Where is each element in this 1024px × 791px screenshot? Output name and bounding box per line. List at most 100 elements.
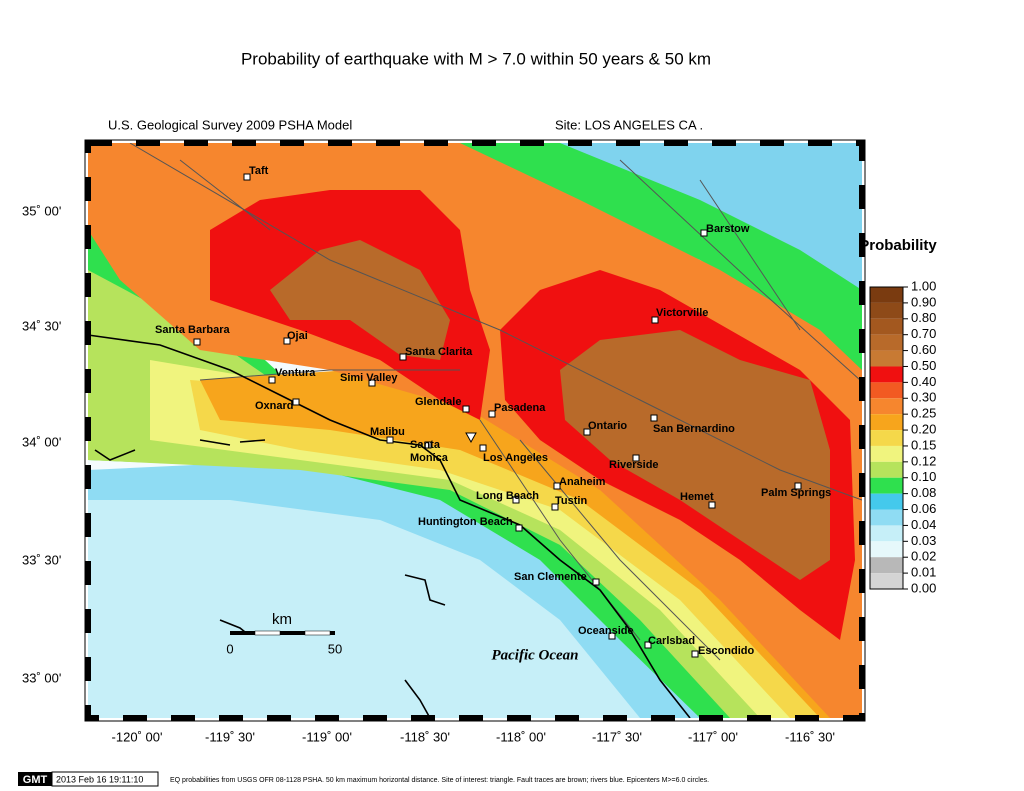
city-marker	[243, 173, 251, 181]
city-label: Palm Springs	[761, 487, 831, 499]
city-label: Tustin	[555, 495, 587, 507]
city-label: Taft	[249, 165, 269, 177]
site-marker	[465, 432, 477, 444]
lon-label: -119˚ 00'	[302, 729, 352, 744]
colorbar-label: 0.04	[911, 517, 936, 532]
lat-label: 33˚ 30'	[22, 552, 61, 567]
colorbar-label: 0.25	[911, 406, 936, 421]
colorbar-swatch	[870, 445, 903, 462]
colorbar-label: 0.10	[911, 469, 936, 484]
title: Probability of earthquake with M > 7.0 w…	[241, 49, 711, 68]
colorbar-swatch	[870, 382, 903, 399]
city-label: Oxnard	[255, 400, 294, 412]
scale-tick: 50	[328, 641, 342, 656]
city-label: Long Beach	[476, 490, 539, 502]
colorbar-swatch	[870, 398, 903, 415]
lat-label: 34˚ 00'	[22, 434, 61, 449]
colorbar-swatch	[870, 430, 903, 446]
colorbar-label: 0.02	[911, 549, 936, 564]
city-marker	[650, 414, 658, 422]
city-marker	[700, 229, 708, 237]
header-left: U.S. Geological Survey 2009 PSHA Model	[108, 117, 352, 132]
colorbar-label: 0.03	[911, 533, 936, 548]
city-label: Santa Clarita	[405, 346, 473, 358]
city-label: San Clemente	[514, 571, 587, 583]
colorbar-swatch	[870, 541, 903, 558]
city-marker	[551, 503, 559, 511]
lat-label: 35˚ 00'	[22, 203, 61, 218]
colorbar-title: Probability	[859, 237, 937, 254]
colorbar-swatch	[870, 334, 903, 351]
colorbar-swatch	[870, 366, 903, 383]
city-marker	[632, 454, 640, 462]
frame-outline	[84, 139, 866, 722]
frame-border	[85, 140, 865, 721]
scale-unit: km	[272, 611, 292, 628]
colorbar-swatch	[870, 350, 903, 367]
colorbar-label: 0.40	[911, 374, 936, 389]
city-marker	[462, 405, 470, 413]
city-marker	[592, 578, 600, 586]
city-marker	[608, 632, 616, 640]
lon-label: -116˚ 30'	[785, 729, 835, 744]
colorbar-swatch	[870, 573, 903, 589]
colorbar-swatch	[870, 287, 903, 303]
lon-label: -119˚ 30'	[205, 729, 255, 744]
city-marker	[583, 428, 591, 436]
city-label: Huntington Beach	[418, 516, 513, 528]
city-label: Santa Barbara	[155, 324, 230, 336]
colorbar-frame	[869, 286, 904, 590]
city-marker	[292, 398, 300, 406]
colorbar-swatch	[870, 557, 903, 574]
colorbar-swatch	[870, 461, 903, 478]
city-marker	[268, 376, 276, 384]
lon-label: -117˚ 00'	[688, 729, 738, 744]
city-marker	[193, 338, 201, 346]
colorbar-swatch	[870, 477, 903, 494]
colorbar-label: 0.30	[911, 390, 936, 405]
city-marker	[386, 436, 394, 444]
colorbar-label: 0.01	[911, 565, 936, 580]
city-label: Ojai	[287, 330, 308, 342]
colorbar-swatch	[870, 318, 903, 335]
city-label: Carlsbad	[648, 635, 695, 647]
city-marker	[512, 496, 520, 504]
coastline	[88, 334, 691, 718]
colorbar-swatch	[870, 493, 903, 510]
city-marker	[644, 641, 652, 649]
city-label: Santa Monica	[410, 439, 449, 464]
colorbar-label: 0.70	[911, 326, 936, 341]
city-marker	[691, 650, 699, 658]
lat-label: 33˚ 00'	[22, 670, 61, 685]
city-label: Malibu	[370, 426, 405, 438]
colorbar-label: 0.20	[911, 421, 936, 436]
colorbar-swatch	[870, 414, 903, 431]
lon-label: -118˚ 30'	[400, 729, 450, 744]
gmt-badge-bg	[18, 772, 52, 786]
city-marker	[515, 524, 523, 532]
header-right: Site: LOS ANGELES CA .	[555, 117, 703, 132]
colorbar-label: 0.50	[911, 358, 936, 373]
colorbar-label: 1.00	[911, 278, 936, 293]
lon-label: -118˚ 00'	[496, 729, 546, 744]
timestamp-box	[51, 771, 159, 787]
city-marker	[651, 316, 659, 324]
city-marker	[488, 410, 496, 418]
lon-label: -120˚ 00'	[112, 729, 163, 744]
scale-bar: km 0 50	[226, 611, 342, 656]
colorbar-swatch	[870, 525, 903, 542]
city-marker	[553, 482, 561, 490]
city-label: Los Angeles	[483, 452, 548, 464]
timestamp: 2013 Feb 16 19:11:10	[56, 774, 143, 784]
city-label: Barstow	[706, 223, 750, 235]
city-marker	[424, 441, 432, 449]
city-marker	[399, 353, 407, 361]
colorbar-label: 0.08	[911, 485, 936, 500]
city-marker	[368, 379, 376, 387]
colorbar-label: 0.00	[911, 580, 936, 595]
city-label: San Bernardino	[653, 423, 735, 435]
colorbar-swatch	[870, 509, 903, 526]
lon-label: -117˚ 30'	[592, 729, 642, 744]
city-label: Hemet	[680, 491, 714, 503]
